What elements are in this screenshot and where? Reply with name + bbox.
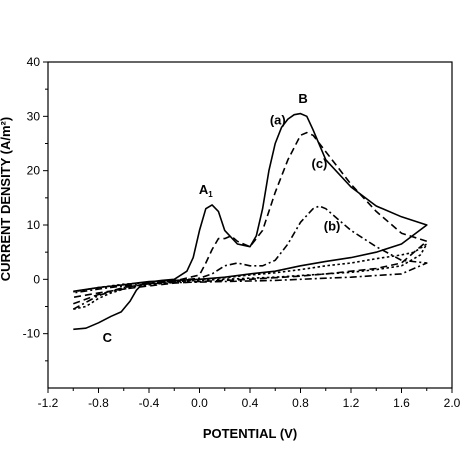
x-tick-label: -0.4: [139, 396, 160, 410]
series-line-dashed: [73, 131, 428, 305]
x-tick-label: -1.2: [38, 396, 59, 410]
annotation-label: B: [298, 91, 307, 106]
x-tick-label: 1.2: [343, 396, 360, 410]
annotation-label: A1: [199, 182, 213, 199]
x-ticks: -1.2 -0.8 -0.4 0.0 0.4 0.8 1.2 1.6 2.0: [38, 388, 461, 410]
y-tick-label: 20: [27, 164, 41, 178]
y-tick-label: 0: [33, 272, 40, 286]
y-tick-label: -10: [23, 327, 41, 341]
curves-layer: [72, 112, 428, 331]
x-tick-label: 1.6: [393, 396, 410, 410]
annotation-label: (a): [270, 112, 286, 127]
y-tick-label: 10: [27, 218, 41, 232]
x-axis-label: POTENTIAL (V): [203, 426, 297, 441]
x-tick-label: -0.8: [88, 396, 109, 410]
y-tick-label: 30: [27, 109, 41, 123]
series-line-solid: [73, 112, 428, 331]
y-ticks: -10 0 10 20 30 40: [23, 55, 48, 362]
x-tick-label: 0.8: [292, 396, 309, 410]
series-line-dashdot: [72, 205, 428, 310]
annotations-layer: B (a) (c) (b) A1 C: [103, 91, 341, 345]
y-axis-label: CURRENT DENSITY (A/m²): [0, 117, 13, 281]
annotation-label: (b): [324, 218, 341, 233]
y-tick-label: 40: [27, 55, 41, 69]
x-tick-label: 2.0: [444, 396, 461, 410]
annotation-subscript: 1: [208, 190, 213, 199]
series-line-dotted: [73, 243, 428, 310]
x-tick-label: 0.0: [191, 396, 208, 410]
x-tick-label: 0.4: [242, 396, 259, 410]
annotation-label: (c): [311, 156, 327, 171]
annotation-label: C: [103, 330, 113, 345]
